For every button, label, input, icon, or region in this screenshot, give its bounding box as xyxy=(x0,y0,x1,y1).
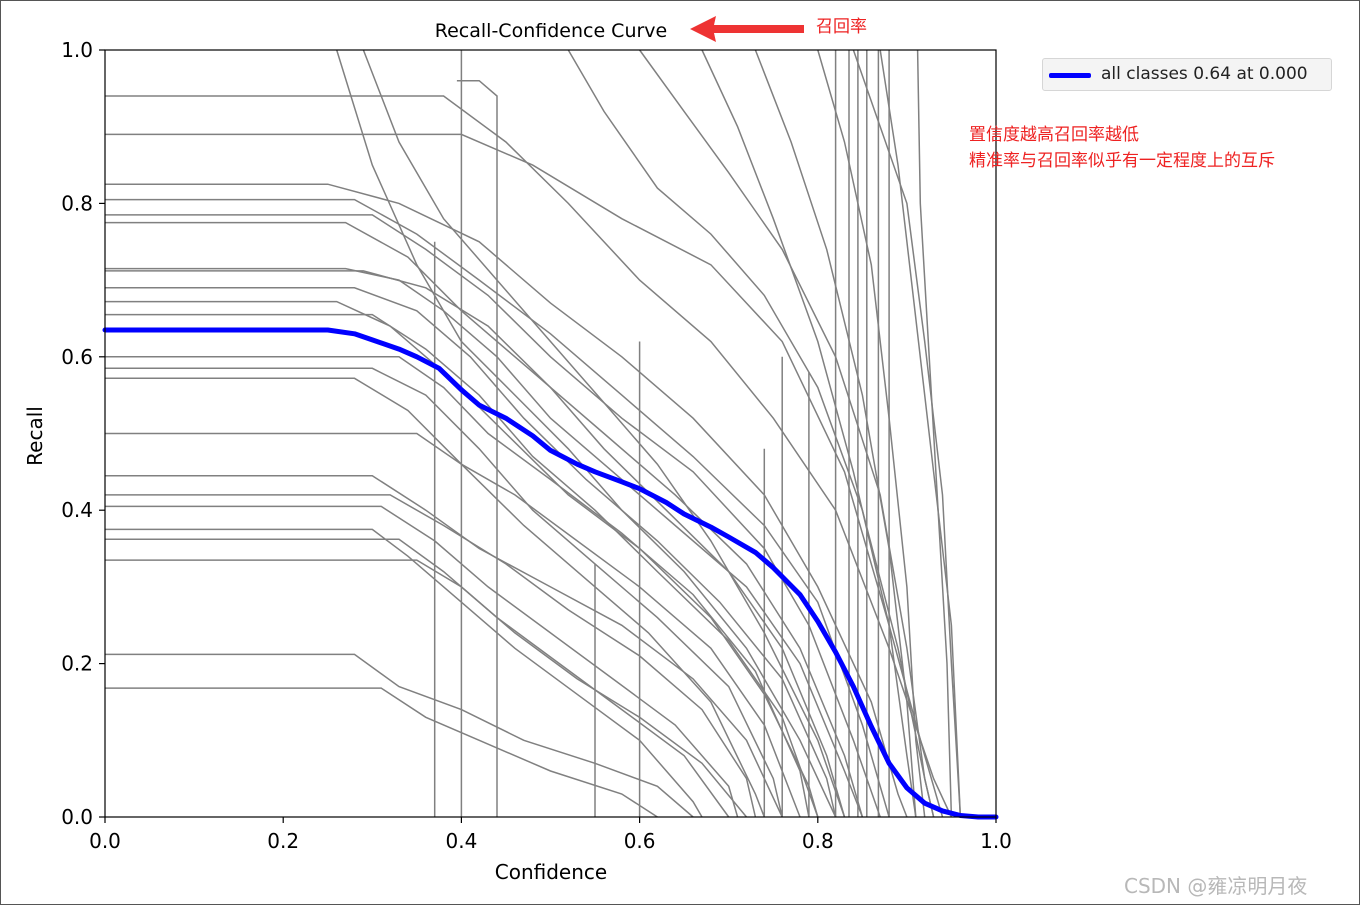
x-tick-label: 0.8 xyxy=(802,829,834,853)
class-curve-16 xyxy=(105,494,757,818)
x-axis-ticks: 0.0 0.2 0.4 0.6 0.8 1.0 xyxy=(89,817,1012,853)
class-curve-32 xyxy=(916,49,953,818)
class-curve-0 xyxy=(105,95,953,818)
y-tick-label: 0.2 xyxy=(61,652,93,676)
class-curve-20 xyxy=(105,559,748,818)
x-axis-label: Confidence xyxy=(495,860,607,884)
annotation-line-1: 置信度越高召回率越低 xyxy=(969,125,1139,145)
class-curve-13 xyxy=(105,377,765,818)
y-tick-label: 1.0 xyxy=(61,38,93,62)
class-curve-8 xyxy=(105,287,837,818)
chart-title: Recall-Confidence Curve xyxy=(435,20,667,42)
x-tick-label: 0.6 xyxy=(624,829,656,853)
class-curve-15 xyxy=(105,474,783,818)
y-tick-label: 0.0 xyxy=(61,805,93,829)
y-axis-label: Recall xyxy=(23,406,47,466)
class-curve-34 xyxy=(456,79,498,817)
class-curve-7 xyxy=(105,270,846,818)
class-curve-10 xyxy=(105,313,819,818)
class-curve-2 xyxy=(105,183,908,818)
recall-annotation: 召回率 xyxy=(816,17,867,37)
x-tick-label: 0.4 xyxy=(445,829,477,853)
class-curve-22 xyxy=(105,687,658,818)
y-tick-label: 0.6 xyxy=(61,345,93,369)
watermark: CSDN @雍凉明月夜 xyxy=(1124,874,1308,898)
x-tick-label: 0.2 xyxy=(267,829,299,853)
class-curve-12 xyxy=(105,367,783,818)
class-curve-6 xyxy=(105,267,864,818)
annotation-arrow xyxy=(690,16,804,42)
y-axis-ticks: 0.0 0.2 0.4 0.6 0.8 1.0 xyxy=(61,38,105,829)
legend-label: all classes 0.64 at 0.000 xyxy=(1101,64,1308,84)
class-curve-4 xyxy=(105,214,881,818)
class-curve-25 xyxy=(567,49,935,818)
class-curve-5 xyxy=(105,221,864,818)
class-curve-21 xyxy=(105,653,694,818)
legend-swatch xyxy=(1049,73,1091,78)
x-tick-label: 1.0 xyxy=(980,829,1012,853)
class-curve-28 xyxy=(754,49,917,818)
class-curve-14 xyxy=(105,432,801,818)
series-line-all-classes xyxy=(102,327,999,820)
x-tick-label: 0.0 xyxy=(89,829,121,853)
class-curve-17 xyxy=(105,505,739,818)
class-curve-11 xyxy=(105,356,810,818)
plot-area-border xyxy=(104,49,997,818)
class-curve-31 xyxy=(879,49,962,818)
class-curve-30 xyxy=(852,49,962,818)
y-tick-label: 0.8 xyxy=(61,191,93,215)
annotation-line-2: 精准率与召回率似乎有一定程度上的互斥 xyxy=(969,151,1275,171)
y-tick-label: 0.4 xyxy=(61,498,93,522)
class-curve-18 xyxy=(105,528,703,818)
class-curve-19 xyxy=(105,538,730,818)
legend: all classes 0.64 at 0.000 xyxy=(1042,58,1332,91)
series-layer xyxy=(102,327,999,820)
